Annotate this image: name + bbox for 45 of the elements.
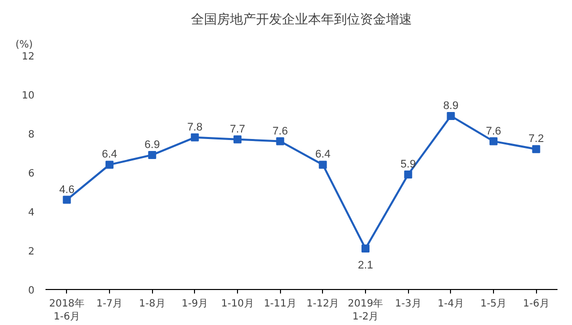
x-tick-label: 2018年 1-6月 xyxy=(49,298,85,323)
data-label: 7.6 xyxy=(272,125,288,138)
point xyxy=(62,196,71,204)
x-tick-label: 1-5月 xyxy=(480,298,507,310)
data-label: 4.6 xyxy=(59,184,74,196)
y-axis-title: (%) xyxy=(16,40,33,50)
x-tick-label: 2019年 1-2月 xyxy=(348,298,384,323)
data-label: 6.9 xyxy=(144,138,160,151)
x-tick-label: 1-3月 xyxy=(395,298,422,310)
x-tick-label: 1-6月 xyxy=(523,298,550,310)
y-tick-label: 4 xyxy=(28,208,35,218)
y-tick-label: 0 xyxy=(28,286,35,296)
chart-title: 全国房地产开发企业本年到位资金增速 xyxy=(191,12,412,28)
point xyxy=(148,150,156,159)
point xyxy=(404,170,412,178)
data-label: 5.9 xyxy=(400,158,416,170)
x-tick-label: 1-10月 xyxy=(221,298,254,310)
point xyxy=(106,160,114,169)
y-tick-label: 12 xyxy=(22,52,35,62)
point xyxy=(362,244,370,253)
data-label: 6.4 xyxy=(102,148,118,161)
data-label: 7.8 xyxy=(187,121,202,134)
y-tick-label: 6 xyxy=(28,168,35,180)
point xyxy=(234,135,242,144)
x-tick-label: 1-4月 xyxy=(438,298,464,310)
data-label: 2.1 xyxy=(358,260,374,272)
data-label: 6.4 xyxy=(315,148,330,161)
x-tick-label: 1-12月 xyxy=(306,298,340,310)
x-tick-label: 1-9月 xyxy=(182,298,208,310)
point xyxy=(318,160,327,169)
point xyxy=(446,112,455,120)
x-tick-label: 1-8月 xyxy=(139,298,166,310)
y-tick-label: 10 xyxy=(22,90,35,102)
point xyxy=(276,137,284,146)
y-tick-label: 2 xyxy=(28,246,35,258)
data-label: 8.9 xyxy=(443,100,458,112)
x-tick-label: 1-11月 xyxy=(264,298,297,310)
point xyxy=(532,145,540,154)
x-tick-label: 1-7月 xyxy=(96,298,123,310)
point xyxy=(490,137,498,146)
data-label: 7.6 xyxy=(486,125,502,138)
point xyxy=(190,133,199,142)
y-tick-label: 8 xyxy=(28,130,35,140)
data-label: 7.2 xyxy=(528,133,544,146)
data-label: 7.7 xyxy=(230,123,246,136)
